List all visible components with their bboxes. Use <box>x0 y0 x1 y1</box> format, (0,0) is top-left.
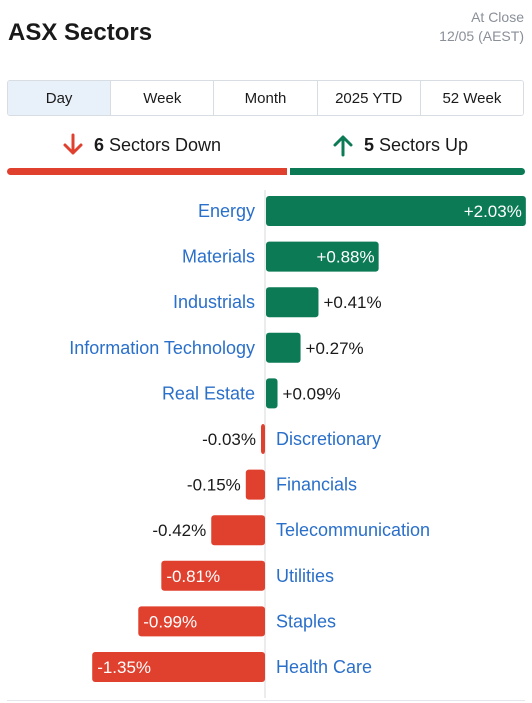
sector-link[interactable]: Telecommunication <box>276 520 430 540</box>
bar-value-label: +0.41% <box>323 293 381 312</box>
bar-value-label: -0.42% <box>152 521 206 540</box>
bottom-divider <box>7 700 525 701</box>
sector-bar[interactable] <box>266 196 526 226</box>
sector-link[interactable]: Industrials <box>173 292 255 312</box>
sector-link[interactable]: Health Care <box>276 657 372 677</box>
sector-link[interactable]: Utilities <box>276 566 334 586</box>
arrow-down-icon <box>63 133 83 155</box>
sector-bar[interactable] <box>245 469 265 500</box>
sector-link[interactable]: Discretionary <box>276 429 381 449</box>
sector-link[interactable]: Real Estate <box>162 383 255 403</box>
arrow-up-icon <box>333 135 353 157</box>
sectors-down-count: 6 <box>94 134 105 155</box>
bar-value-label: +0.88% <box>316 248 374 267</box>
tab-month[interactable]: Month <box>214 81 318 115</box>
sectors-up-summary: 5 Sectors Up <box>332 130 468 160</box>
sector-link[interactable]: Financials <box>276 475 357 495</box>
bar-value-label: -0.99% <box>143 612 197 631</box>
sector-bar[interactable] <box>261 424 265 454</box>
bar-value-label: +2.03% <box>464 202 522 221</box>
sector-bar[interactable] <box>266 241 379 272</box>
tab-ytd[interactable]: 2025 YTD <box>317 81 421 115</box>
sector-bar[interactable] <box>161 560 265 591</box>
sector-link[interactable]: Staples <box>276 611 336 631</box>
sector-bar[interactable] <box>211 515 265 546</box>
market-status: At Close 12/05 (AEST) <box>439 8 524 46</box>
tab-week[interactable]: Week <box>111 81 215 115</box>
tab-day[interactable]: Day <box>8 81 112 115</box>
bar-value-label: -0.81% <box>166 567 220 586</box>
sector-link[interactable]: Energy <box>198 201 255 221</box>
status-date: 12/05 (AEST) <box>439 28 524 44</box>
sectors-down-label: Sectors Down <box>109 134 222 155</box>
sector-bar[interactable] <box>92 652 265 682</box>
sectors-up-label: Sectors Up <box>379 134 469 155</box>
sector-link[interactable]: Information Technology <box>69 338 255 358</box>
sector-summary: 6 Sectors Down 5 Sectors Up <box>7 130 525 160</box>
sectors-down-bar <box>7 168 287 175</box>
bar-value-label: -0.15% <box>187 476 241 495</box>
sector-bar-chart: +2.03% Energy +0.88% Materials +0.41% Industr… <box>69 190 526 698</box>
sectors-down-summary: 6 Sectors Down <box>62 130 221 160</box>
sector-bar[interactable] <box>266 378 278 409</box>
sector-bar[interactable] <box>138 606 265 637</box>
sectors-up-count: 5 <box>364 134 375 155</box>
bar-value-label: -1.35% <box>97 658 151 677</box>
widget-title: ASX Sectors <box>8 19 153 46</box>
widget-header: ASX Sectors At Close 12/05 (AEST) <box>8 6 526 58</box>
bar-value-label: +0.27% <box>306 339 364 358</box>
sector-bar[interactable] <box>266 332 301 363</box>
sector-link[interactable]: Materials <box>182 247 255 267</box>
bar-value-label: +0.09% <box>283 384 341 403</box>
tab-52-week[interactable]: 52 Week <box>420 81 523 115</box>
sector-bar[interactable] <box>266 287 319 318</box>
sectors-up-bar <box>290 168 525 175</box>
period-tabs: Day Week Month 2025 YTD 52 Week <box>7 80 524 116</box>
bar-value-label: -0.03% <box>202 430 256 449</box>
status-label: At Close <box>471 9 524 25</box>
